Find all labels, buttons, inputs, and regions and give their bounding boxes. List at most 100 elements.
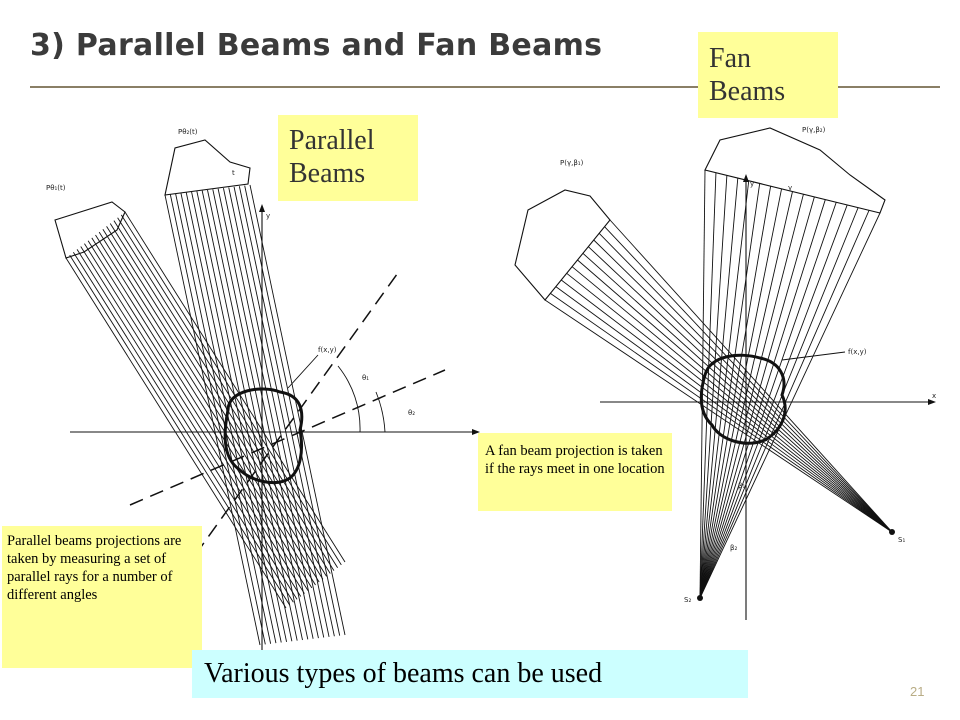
fan-object-outline <box>699 353 787 445</box>
parallel-projection-2-ray <box>228 187 325 638</box>
fan-ray-source-2 <box>699 202 837 599</box>
fan-ray-source-2 <box>699 188 783 599</box>
fan-ray-source-2 <box>699 196 815 599</box>
fan-y-axis-label: y <box>750 180 754 188</box>
parallel-object-outline <box>223 387 304 484</box>
parallel-projection-2-ray <box>212 189 309 640</box>
fan-ray-source-2 <box>699 191 793 599</box>
parallel-projection-2-ray <box>233 186 330 637</box>
parallel-rotated-axis-2 <box>129 369 446 506</box>
parallel-projection-2-ray <box>222 188 319 639</box>
fan-ray-source-1 <box>598 233 893 533</box>
parallel-projection-1-ray <box>84 243 305 594</box>
parallel-projection-2-ray <box>201 190 298 641</box>
fan-rays <box>544 169 893 599</box>
fan-ray-source-1 <box>571 266 893 533</box>
parallel-x-axis-arrow <box>472 429 480 435</box>
parallel-projection-1-ray <box>117 217 339 568</box>
parallel-object-pointer <box>287 354 319 389</box>
parallel-object-label: f(x,y) <box>318 346 337 354</box>
parallel-projection-1-ray <box>76 249 298 600</box>
fan-ray-source-2 <box>699 199 826 599</box>
fan-ray-source-1 <box>604 226 893 533</box>
fan-object-label: f(x,y) <box>848 348 867 356</box>
parallel-projection-2-ray <box>185 192 282 643</box>
fan-ray-source-2 <box>699 180 750 599</box>
fan-ray-source-1 <box>544 299 893 533</box>
parallel-y-axis-label: y <box>266 212 270 220</box>
fan-ray-source-2 <box>699 172 717 599</box>
title-divider <box>30 86 940 88</box>
parallel-projection-1-ray <box>65 257 287 609</box>
fan-ray-source-2 <box>699 175 728 599</box>
fan-angle-1-label: β₁ <box>738 482 745 490</box>
parallel-projection-2-ray <box>217 188 314 639</box>
parallel-projection-1-ray <box>87 240 309 591</box>
parallel-beam-note: Parallel beams projections are taken by … <box>2 526 202 668</box>
fan-ray-source-1 <box>593 239 893 533</box>
parallel-angle-arc-1 <box>337 365 361 433</box>
parallel-projection-2-label: Pθ₂(t) <box>178 128 198 136</box>
parallel-projection-1-label: Pθ₁(t) <box>46 184 66 192</box>
parallel-projection-1-ray <box>98 231 320 583</box>
fan-ray-source-1 <box>582 252 893 533</box>
parallel-projection-2-ray <box>164 194 261 646</box>
fan-source-1 <box>889 529 895 535</box>
fan-projection-2-label: P(γ,β₂) <box>802 126 826 134</box>
fan-ray-source-2 <box>699 204 848 599</box>
parallel-angle-1-label: θ₁ <box>362 374 369 382</box>
parallel-projection-2-ray <box>244 185 341 636</box>
fan-ray-source-2 <box>699 194 804 599</box>
parallel-projection-1-ray <box>102 229 324 580</box>
fan-x-axis-arrow <box>928 399 936 405</box>
parallel-beams-label-line-2: Beams <box>289 158 366 189</box>
parallel-t-axis-label: t <box>232 169 235 177</box>
parallel-projection-2-ray <box>238 186 335 637</box>
parallel-projection-1-ray <box>72 252 294 603</box>
fan-ray-source-1 <box>566 272 893 533</box>
fan-ray-source-1 <box>609 219 893 533</box>
parallel-projection-2-ray <box>169 194 266 645</box>
parallel-projection-1-ray <box>91 237 313 589</box>
fan-beams-label: Fan Beams <box>698 32 838 118</box>
fan-projection-1-profile <box>514 189 611 301</box>
parallel-projection-1-ray <box>80 246 302 597</box>
fan-source-1-label: S₁ <box>898 536 905 544</box>
parallel-beams-label-line-1: Parallel <box>289 125 375 156</box>
parallel-angle-arc-2 <box>375 391 386 433</box>
parallel-projection-2-ray <box>191 191 288 642</box>
fan-angle-2-label: β₂ <box>730 544 737 552</box>
fan-ray-source-1 <box>560 279 893 533</box>
parallel-projection-1-ray <box>69 254 291 606</box>
fan-ray-source-2 <box>699 178 739 599</box>
fan-ray-source-1 <box>555 286 893 533</box>
parallel-beams-label: Parallel Beams <box>278 115 418 201</box>
fan-beams-label-line-1: Fan <box>709 43 751 74</box>
parallel-y-axis-arrow <box>259 204 265 212</box>
fan-source-2 <box>697 595 703 601</box>
parallel-projection-1-ray <box>106 226 327 577</box>
fan-beam-note: A fan beam projection is taken if the ra… <box>478 433 672 511</box>
parallel-projection-2-ray <box>175 193 272 644</box>
page-number: 21 <box>910 684 925 699</box>
parallel-beam-figure: Pθ₁(t) Pθ₂(t) y t f(x,y) θ₁ θ₂ <box>46 128 480 650</box>
parallel-projection-2-profile <box>164 139 251 196</box>
fan-beam-figure: P(γ,β₁) P(γ,β₂) y x f(x,y) S₁ S₂ β₁ β₂ γ <box>514 126 936 620</box>
fan-ray-label: γ <box>788 184 792 192</box>
parallel-projection-1-ray <box>124 211 346 563</box>
fan-ray-source-2 <box>699 212 881 599</box>
fan-beams-label-line-2: Beams <box>709 76 786 107</box>
parallel-projection-1-ray <box>109 223 331 574</box>
fan-object-pointer <box>781 351 846 361</box>
parallel-projection-2-ray <box>180 193 277 644</box>
parallel-projection-2-ray <box>196 191 293 642</box>
fan-projection-1-label: P(γ,β₁) <box>560 159 584 167</box>
fan-ray-source-2 <box>699 207 859 599</box>
parallel-projection-2-ray <box>249 184 346 636</box>
parallel-projection-1-ray <box>120 214 342 566</box>
parallel-projection-2-ray <box>207 189 303 641</box>
slide-title: 3) Parallel Beams and Fan Beams <box>30 28 603 63</box>
parallel-angle-2-label: θ₂ <box>408 409 415 417</box>
fan-projection-2-profile <box>704 127 886 214</box>
